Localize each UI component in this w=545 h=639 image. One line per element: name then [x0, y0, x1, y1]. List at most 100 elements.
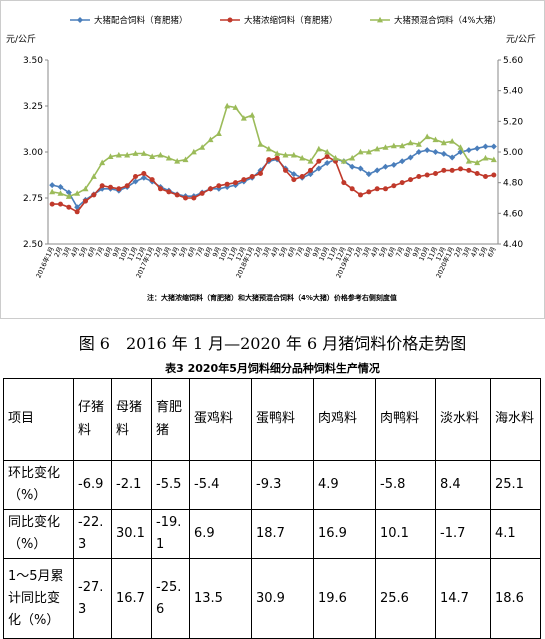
- x-tick-label: 4月: [269, 245, 281, 258]
- data-point: [349, 154, 356, 161]
- data-point: [291, 177, 297, 183]
- y2-tick-label: 5.00: [503, 148, 523, 158]
- data-point: [399, 180, 405, 186]
- table-cell: 8.4: [435, 459, 491, 511]
- data-point: [149, 177, 155, 183]
- data-point: [357, 148, 364, 155]
- series-line: [52, 155, 494, 213]
- data-point: [391, 183, 397, 189]
- data-point: [91, 192, 97, 198]
- data-point: [383, 186, 388, 192]
- data-point: [107, 153, 114, 159]
- data-point: [324, 148, 331, 155]
- data-point: [249, 174, 255, 180]
- data-point: [474, 170, 480, 176]
- x-tick-label: 7月: [294, 245, 306, 258]
- data-point: [315, 145, 322, 152]
- data-point: [366, 189, 372, 195]
- data-point: [241, 177, 247, 183]
- table-cell: 淡水料: [435, 378, 491, 461]
- data-point: [316, 158, 322, 164]
- data-point: [465, 147, 472, 154]
- x-tick-label: 9月: [411, 245, 423, 258]
- data-point: [440, 139, 447, 146]
- table-cell: 肉鸡料: [313, 378, 376, 461]
- data-point: [57, 183, 64, 190]
- table-cell: 10.1: [375, 509, 436, 560]
- table-cell: -19.1: [151, 509, 190, 560]
- legend-marker: [377, 16, 383, 23]
- data-point: [57, 190, 64, 196]
- data-point: [183, 195, 188, 201]
- data-point: [116, 186, 122, 192]
- chart-note: 注：大猪浓缩饲料（育肥猪）和大猪预混合饲料（4%大猪）价格参考右侧刻度值: [147, 293, 397, 302]
- data-point: [365, 148, 372, 155]
- y-tick-label: 3.00: [23, 148, 43, 158]
- data-point: [424, 147, 431, 154]
- data-point: [265, 145, 272, 152]
- data-point: [374, 186, 380, 192]
- data-point: [390, 142, 397, 149]
- x-tick-label: 5月: [178, 245, 190, 258]
- data-point: [82, 185, 89, 192]
- data-point: [74, 209, 80, 215]
- y-tick-label: 3.25: [23, 102, 43, 112]
- x-tick-label: 5月: [478, 245, 490, 258]
- x-tick-label: 5月: [78, 245, 90, 258]
- data-point: [65, 189, 72, 196]
- data-point: [232, 104, 239, 110]
- table-cell: -1.7: [435, 509, 491, 560]
- data-point: [324, 160, 331, 167]
- x-tick-label: 4月: [69, 245, 81, 258]
- y-tick-label: 2.50: [23, 240, 43, 250]
- x-tick-label: 3月: [361, 245, 373, 258]
- table-cell: 仔猪料: [73, 378, 112, 461]
- table-cell: 16.7: [111, 558, 152, 639]
- data-point: [441, 167, 447, 173]
- x-tick-label: 7月: [94, 245, 106, 258]
- data-point: [415, 141, 422, 147]
- table-row: 环比变化（%） -6.9 -2.1 -5.5 -5.4 -9.3 4.9 -5.8 8.4 25.…: [3, 459, 541, 511]
- data-point: [141, 170, 147, 176]
- data-point: [124, 151, 131, 158]
- x-tick-label: 6月: [286, 245, 298, 258]
- data-point: [274, 155, 280, 161]
- data-point: [74, 190, 81, 196]
- x-tick-label: 2月: [353, 245, 365, 258]
- table-cell: 30.1: [111, 509, 152, 560]
- data-point: [382, 163, 389, 170]
- table-cell: 18.7: [251, 509, 314, 560]
- data-point: [274, 150, 281, 156]
- x-tick-label: 2月: [53, 245, 65, 258]
- data-point: [215, 130, 222, 136]
- data-point: [99, 183, 105, 189]
- data-point: [390, 161, 397, 168]
- data-point: [90, 173, 97, 179]
- data-point: [424, 172, 430, 178]
- table-title: 表3 2020年5月饲料细分品种饲料生产情况: [165, 362, 380, 375]
- data-point: [374, 145, 381, 152]
- data-point: [283, 167, 288, 173]
- data-point: [65, 193, 72, 199]
- data-point: [415, 149, 422, 155]
- data-point: [482, 143, 489, 150]
- data-point: [340, 158, 347, 164]
- table-cell: 同比变化（%）: [3, 509, 74, 560]
- data-point: [407, 139, 414, 146]
- data-point: [124, 183, 130, 189]
- data-point: [465, 158, 472, 164]
- table: 项目 仔猪料 母猪料 育肥猪 蛋鸡料 蛋鸭料 肉鸡料 肉鸭料 淡水料 海水料 环比变化（%） -6.9…: [3, 378, 541, 639]
- table-cell: 育肥猪: [151, 378, 190, 461]
- x-tick-label: 8月: [403, 245, 415, 258]
- figure-caption: 图 6 2016 年 1 月—2020 年 6 月猪饲料价格走势图: [78, 334, 467, 353]
- x-tick-label: 6月: [386, 245, 398, 258]
- table-cell: -2.1: [111, 459, 152, 511]
- table-cell: -6.9: [73, 459, 112, 511]
- data-point: [490, 143, 497, 150]
- data-point: [157, 151, 164, 158]
- table-row: 同比变化（%） -22.3 30.1 -19.1 6.9 18.7 16.9 10.1 -1.7…: [3, 509, 541, 560]
- table-cell: 4.1: [490, 509, 541, 560]
- data-point: [458, 166, 463, 172]
- data-point: [290, 151, 297, 158]
- x-tick-label: 4月: [369, 245, 381, 258]
